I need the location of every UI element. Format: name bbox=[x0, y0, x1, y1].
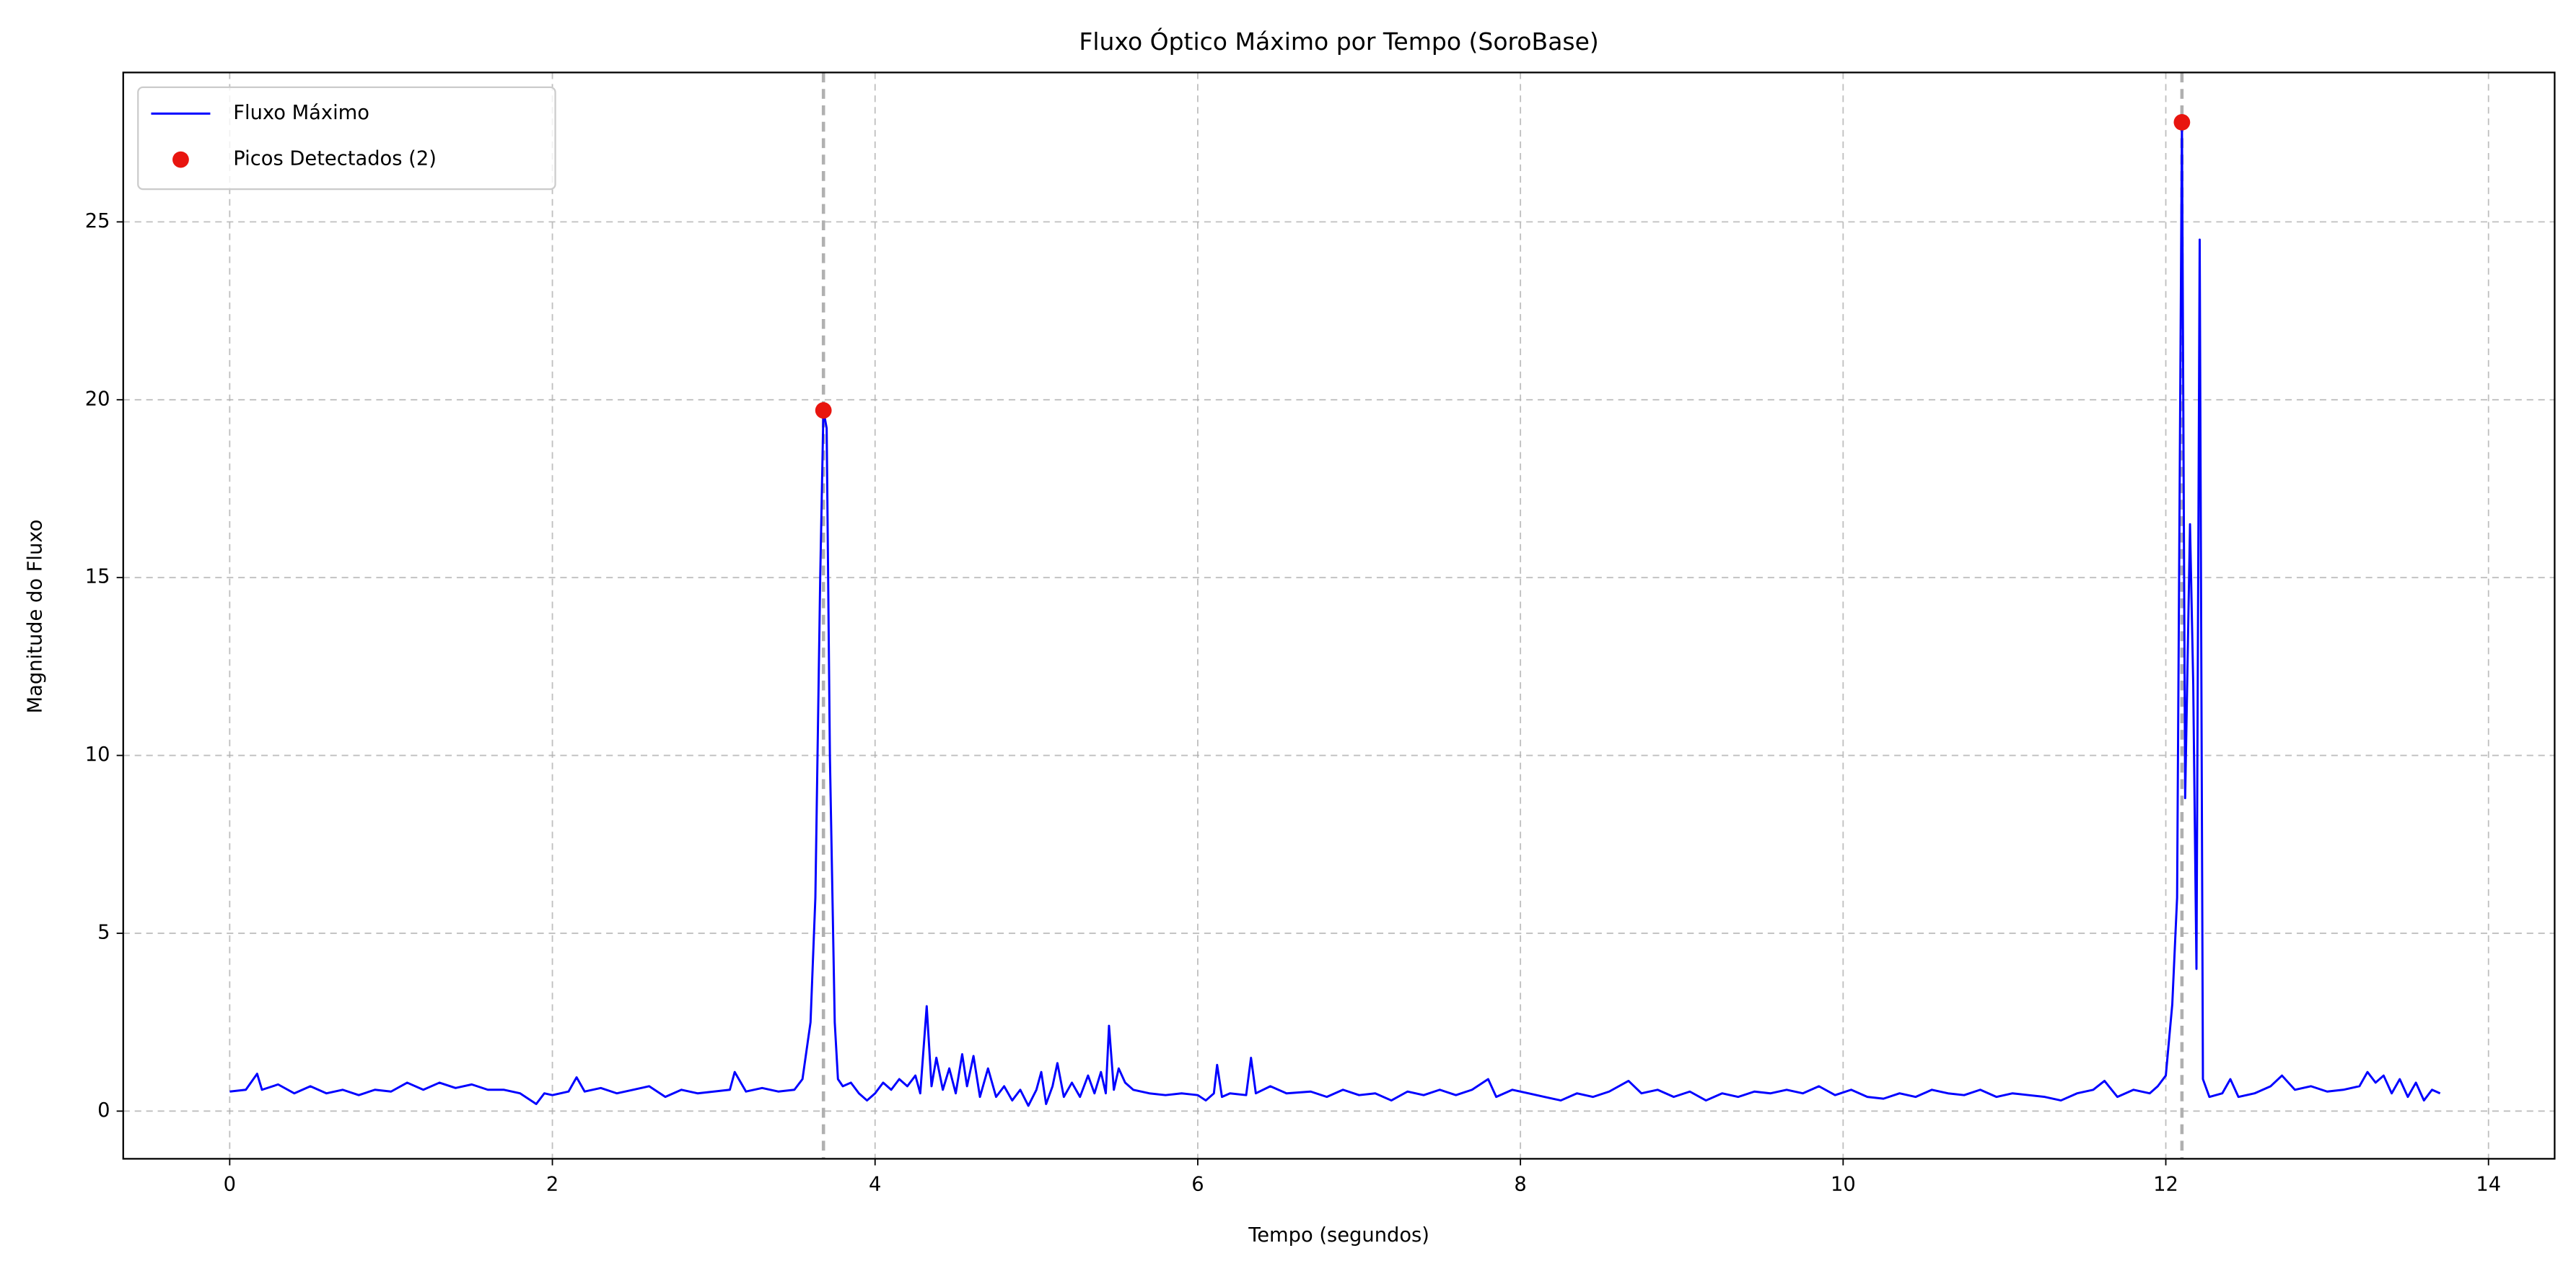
y-tick-label: 20 bbox=[85, 388, 110, 410]
x-tick-label: 14 bbox=[2476, 1173, 2501, 1195]
x-tick-label: 0 bbox=[224, 1173, 236, 1195]
x-tick-label: 8 bbox=[1514, 1173, 1526, 1195]
peak-marker bbox=[2173, 114, 2191, 131]
legend-label: Fluxo Máximo bbox=[233, 102, 369, 124]
x-tick-label: 2 bbox=[546, 1173, 558, 1195]
data-line bbox=[229, 121, 2441, 1107]
y-tick-label: 5 bbox=[97, 921, 110, 943]
legend-box bbox=[137, 86, 556, 191]
x-tick-label: 6 bbox=[1191, 1173, 1204, 1195]
x-tick-label: 12 bbox=[2153, 1173, 2178, 1195]
chart-title: Fluxo Óptico Máximo por Tempo (SoroBase) bbox=[1079, 27, 1598, 56]
y-tick-label: 25 bbox=[85, 210, 110, 232]
y-tick-label: 15 bbox=[85, 566, 110, 588]
legend-label: Picos Detectados (2) bbox=[233, 148, 437, 170]
y-axis-label: Magnitude do Fluxo bbox=[25, 520, 47, 714]
y-tick-label: 10 bbox=[85, 743, 110, 766]
peak-marker bbox=[815, 402, 832, 419]
axes-frame bbox=[122, 71, 2556, 1160]
x-tick-label: 4 bbox=[869, 1173, 881, 1195]
x-tick-label: 10 bbox=[1831, 1173, 1856, 1195]
legend-marker bbox=[172, 151, 189, 168]
x-axis-label: Tempo (segundos) bbox=[1248, 1224, 1429, 1247]
y-tick-label: 0 bbox=[97, 1099, 110, 1122]
